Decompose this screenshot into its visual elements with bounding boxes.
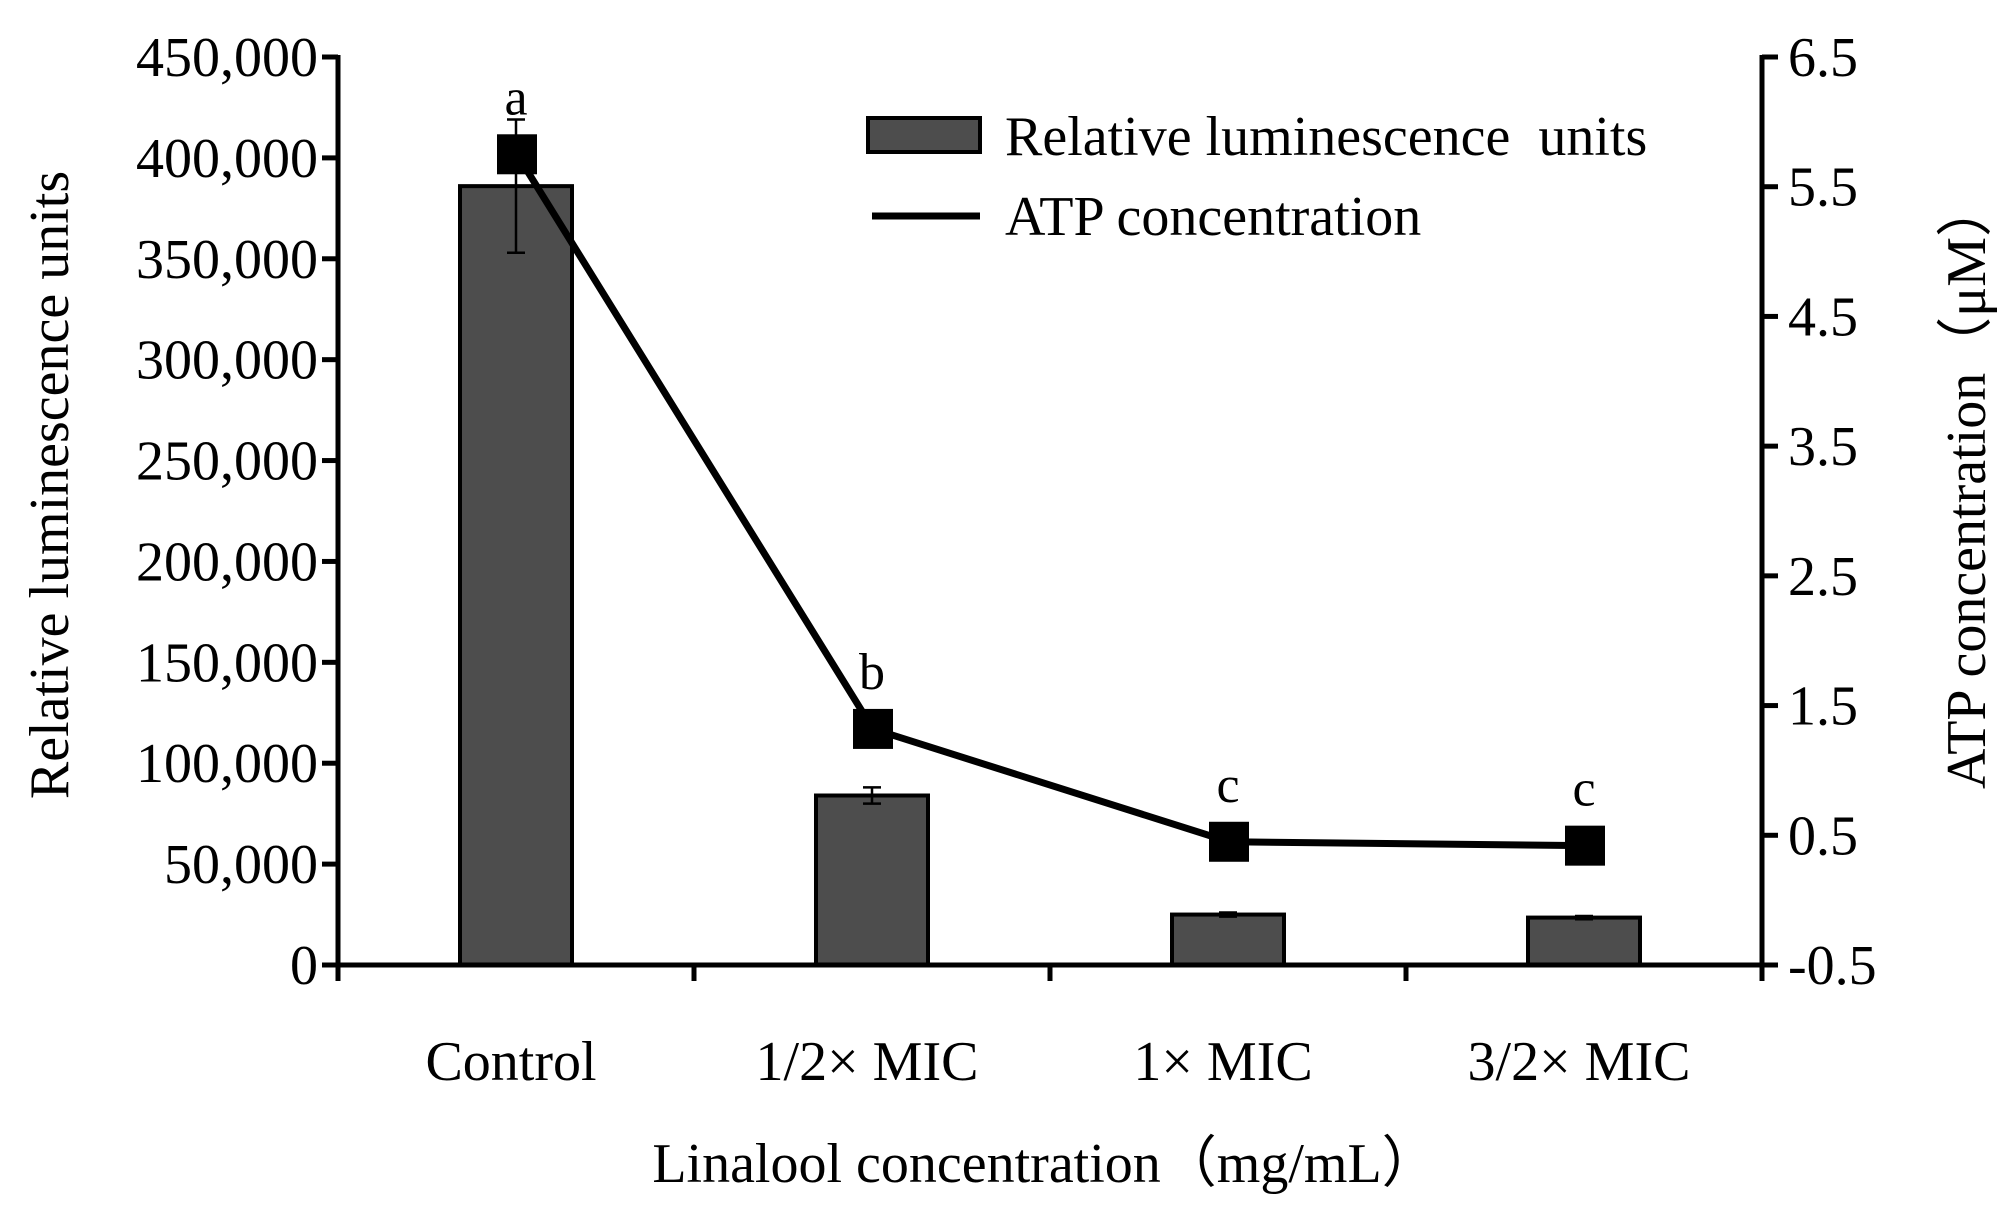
atp-line xyxy=(514,152,1586,850)
y-left-tick-label-4: 200,000 xyxy=(136,531,318,593)
bar-4 xyxy=(1526,915,1642,967)
atp-marker-4 xyxy=(1565,825,1605,866)
y-left-tick-label-1: 50,000 xyxy=(164,834,318,896)
legend: Relative luminescence units ATP concentr… xyxy=(866,106,1647,248)
y-right-tick-label-1: 0.5 xyxy=(1788,805,1858,867)
y-left-tick-label-9: 450,000 xyxy=(136,27,318,89)
significance-label-2: b xyxy=(859,644,885,701)
bar-1 xyxy=(458,184,574,968)
labels-layer: a b c c 0 50,000 100,000 150,000 200,000 250,000 3… xyxy=(136,27,1877,1093)
y-left-tick-label-2: 100,000 xyxy=(136,733,318,795)
y-right-tick-label-0: -0.5 xyxy=(1788,935,1877,997)
y-right-tick-label-2: 1.5 xyxy=(1788,676,1858,738)
x-category-label-1: Control xyxy=(425,1031,596,1093)
x-category-label-3: 1× MIC xyxy=(1133,1031,1312,1093)
error-bar-3 xyxy=(1219,911,1237,918)
legend-line-label: ATP concentration xyxy=(1005,186,1421,248)
bars-layer xyxy=(458,184,1642,968)
legend-bar-label: Relative luminescence units xyxy=(1005,106,1647,168)
x-axis-title: Linalool concentration（mg/mL） xyxy=(652,1133,1437,1195)
y-left-tick-label-0: 0 xyxy=(290,935,318,997)
y-left-tick-label-3: 150,000 xyxy=(136,632,318,694)
atp-marker-2 xyxy=(853,708,893,749)
significance-label-1: a xyxy=(504,69,527,126)
significance-label-4: c xyxy=(1572,761,1595,818)
y-axis-title-left: Relative luminescence units xyxy=(19,171,81,799)
y-left-tick-label-8: 400,000 xyxy=(136,128,318,190)
y-left-tick-label-7: 350,000 xyxy=(136,229,318,291)
bar-3 xyxy=(1170,912,1286,967)
x-category-label-4: 3/2× MIC xyxy=(1468,1031,1691,1093)
y-left-tick-label-5: 250,000 xyxy=(136,431,318,493)
legend-bar-swatch xyxy=(866,116,982,154)
y-axis-title-right: ATP concentration（μM） xyxy=(1936,181,1998,789)
y-right-tick-label-6: 5.5 xyxy=(1788,157,1858,219)
atp-marker-1 xyxy=(497,134,537,175)
bar-2 xyxy=(814,793,930,967)
x-category-label-2: 1/2× MIC xyxy=(756,1031,979,1093)
y-right-tick-label-5: 4.5 xyxy=(1788,286,1858,348)
error-bar-2 xyxy=(863,786,881,805)
atp-marker-3 xyxy=(1209,821,1249,862)
atp-line-layer xyxy=(497,134,1605,866)
y-left-tick-label-6: 300,000 xyxy=(136,330,318,392)
y-right-tick-label-4: 3.5 xyxy=(1788,416,1858,478)
error-bar-4 xyxy=(1575,914,1593,921)
y-right-tick-label-7: 6.5 xyxy=(1788,27,1858,89)
axes-layer xyxy=(322,54,1778,981)
y-right-tick-label-3: 2.5 xyxy=(1788,546,1858,608)
significance-label-3: c xyxy=(1216,757,1239,814)
